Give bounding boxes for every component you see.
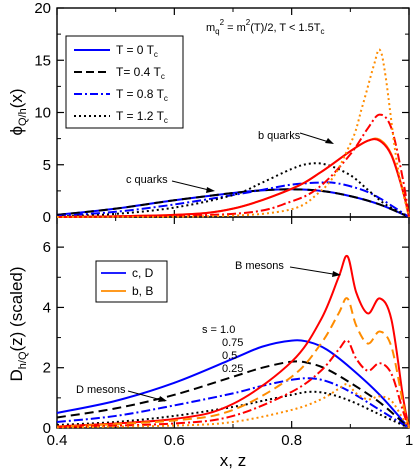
bottom-y-axis-title-sub: h/Q: [17, 351, 29, 369]
b-mesons-arrowhead: [332, 271, 341, 277]
d-mesons-label: D mesons: [76, 384, 126, 396]
legend-label-t04-sub: c: [161, 72, 165, 81]
y-tick-label: 6: [43, 239, 51, 256]
series-line: [56, 377, 410, 429]
b-quarks-arrowhead: [325, 138, 334, 144]
series-line: [56, 390, 410, 429]
series-line: [56, 297, 410, 429]
s-value-3: 0.5: [222, 350, 237, 362]
d-mesons-arrowhead: [158, 396, 167, 402]
legend-label-t04: T= 0.4 Tc: [116, 65, 165, 81]
b-mesons-label: B mesons: [235, 260, 284, 272]
legend-label-t08-main: T = 0.8 T: [116, 87, 165, 101]
y-tick-label: 2: [43, 360, 51, 377]
series-line: [56, 113, 410, 218]
x-tick-label: 0.8: [281, 432, 302, 449]
condition-c: c: [320, 27, 324, 36]
top-y-axis-ticks: 0 5 10 15 20: [34, 0, 410, 226]
c-quarks-arrowhead: [206, 187, 215, 193]
c-quarks-arrow: [171, 180, 214, 192]
top-y-axis-title-main: ϕ: [7, 126, 26, 136]
x-tick-label: 0.4: [47, 432, 68, 449]
x-tick-label: 0.6: [164, 432, 185, 449]
c-quarks-label: c quarks: [126, 174, 168, 186]
y-tick-label: 15: [34, 52, 51, 69]
d-mesons-arrow: [127, 390, 166, 402]
condition-m: m: [206, 22, 215, 34]
condition-rest: (T)/2, T < 1.5T: [250, 22, 320, 34]
y-tick-label: 10: [34, 105, 51, 122]
y-tick-label: 0: [43, 209, 51, 226]
bottom-y-axis-title-main: D: [7, 369, 26, 381]
bottom-legend: c, D b, B: [95, 260, 168, 303]
y-tick-label: 4: [43, 299, 51, 316]
s-value-4: 0.25: [222, 363, 243, 375]
y-tick-label: 5: [43, 157, 51, 174]
legend-label-bb: b, B: [132, 284, 153, 298]
y-tick-label: 0: [43, 420, 51, 437]
legend-label-t08: T = 0.8 Tc: [116, 87, 168, 103]
s-value-2: 0.75: [222, 337, 243, 349]
series-line: [56, 383, 410, 429]
series-line: [56, 137, 410, 218]
condition-label: mq2 = m2(T)/2, T < 1.5Tc: [206, 18, 324, 36]
b-quarks-label: b quarks: [258, 130, 301, 142]
legend-label-t0-main: T = 0 T: [116, 43, 155, 57]
top-y-axis-title: ϕQ/h(x): [7, 88, 29, 135]
x-axis-title: x, z: [220, 451, 246, 470]
series-line: [56, 254, 410, 429]
bottom-axes-ticks: 0 2 4 6 0.4 0.6 0.8 1: [43, 217, 413, 449]
top-legend: T = 0 Tc T= 0.4 Tc T = 0.8 Tc T = 1.2 Tc: [65, 35, 184, 129]
condition-rhs: = m: [224, 22, 246, 34]
top-series-group: [56, 48, 410, 218]
series-line: [56, 138, 410, 218]
bottom-y-axis-title-tail: (z) (scaled): [7, 266, 26, 351]
x-tick-label: 1: [405, 432, 413, 449]
condition-exp: 2: [220, 18, 225, 27]
legend-label-t0-sub: c: [154, 50, 158, 59]
y-tick-label: 20: [34, 0, 51, 17]
legend-label-t12-main: T = 1.2 T: [116, 109, 165, 123]
legend-label-t08-sub: c: [164, 94, 168, 103]
condition-exp2: 2: [246, 18, 251, 27]
series-line: [56, 181, 410, 218]
legend-label-t0: T = 0 Tc: [116, 43, 158, 59]
bottom-series-group: [56, 254, 410, 429]
s-value-1: s = 1.0: [202, 324, 235, 336]
series-line: [56, 188, 410, 218]
legend-label-cd: c, D: [132, 266, 154, 280]
legend-label-t04-main: T= 0.4 T: [116, 65, 161, 79]
condition-q: q: [215, 27, 219, 36]
bottom-y-axis-title: Dh/Q(z) (scaled): [7, 266, 29, 381]
bottom-legend-box: [95, 260, 168, 303]
series-line: [56, 48, 410, 218]
series-line: [56, 339, 410, 429]
legend-label-t12-sub: c: [164, 116, 168, 125]
top-legend-box: [65, 35, 184, 129]
b-mesons-arrow: [289, 266, 340, 276]
top-y-axis-title-tail: (x): [7, 88, 26, 108]
top-y-axis-title-sub: Q/h: [17, 108, 29, 126]
series-line: [56, 339, 410, 429]
legend-label-t12: T = 1.2 Tc: [116, 109, 168, 125]
